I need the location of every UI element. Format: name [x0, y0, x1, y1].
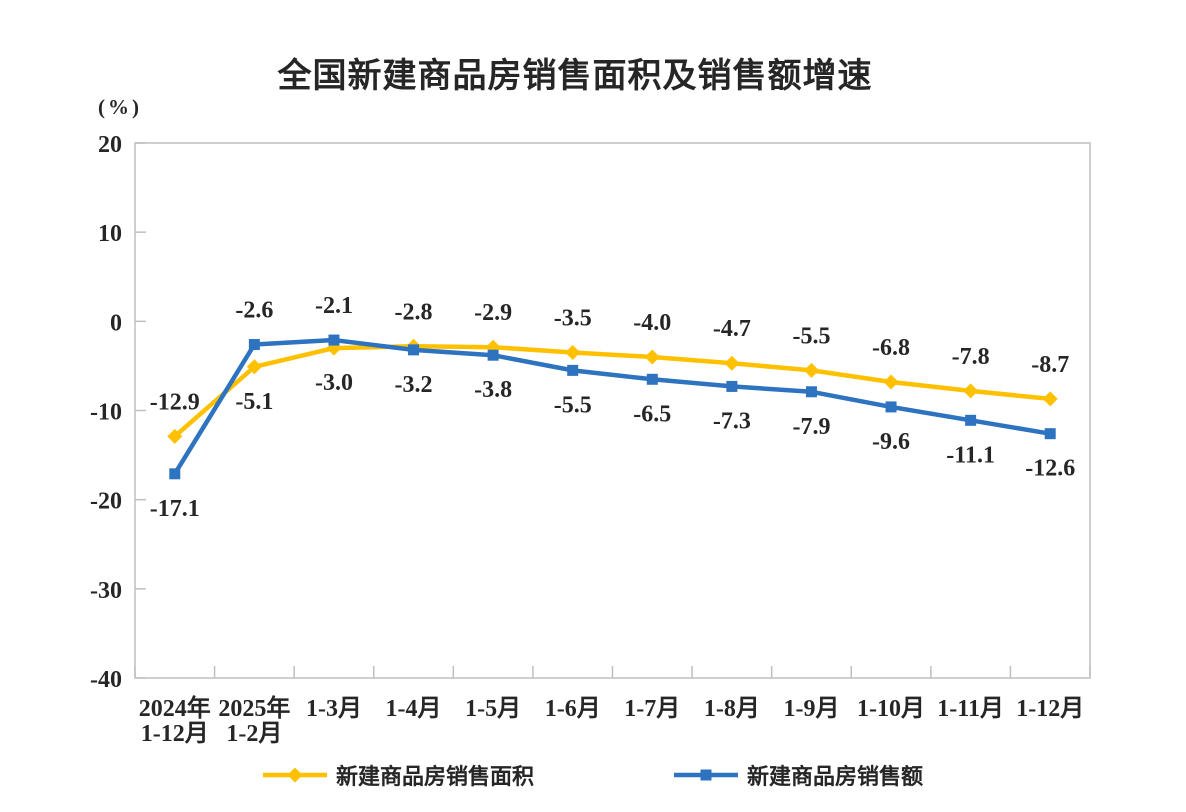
y-tick-label: -40	[90, 667, 122, 693]
data-label: -7.8	[952, 344, 990, 370]
legend-label: 新建商品房销售额	[747, 764, 924, 789]
square-marker	[408, 344, 420, 356]
square-legend-marker-icon	[674, 769, 738, 781]
square-marker	[646, 373, 658, 385]
y-tick-label: -20	[90, 489, 122, 515]
data-label: -6.5	[633, 401, 671, 427]
diamond-legend-marker-icon	[262, 767, 327, 783]
y-tick-label: 10	[98, 221, 122, 247]
y-axis-unit-label: (%)	[98, 95, 142, 119]
data-label: -5.5	[554, 392, 592, 418]
data-label: -3.5	[554, 306, 592, 332]
square-marker	[169, 468, 181, 480]
data-label: -3.0	[315, 370, 353, 396]
square-marker	[567, 364, 579, 376]
x-tick-label: 1-9月	[783, 696, 839, 722]
data-label: -7.9	[792, 414, 830, 440]
data-label: -12.6	[1025, 456, 1075, 482]
diamond-marker	[1042, 391, 1058, 407]
y-tick-label: 20	[98, 132, 122, 158]
legend-item-sales-amount: 新建商品房销售额	[674, 760, 923, 790]
diamond-marker	[724, 355, 740, 371]
legend-label: 新建商品房销售面积	[335, 764, 534, 789]
square-marker	[487, 349, 499, 361]
data-label: -3.2	[395, 372, 433, 398]
square-marker	[885, 401, 897, 413]
data-label: -6.8	[872, 335, 910, 361]
data-label: -2.8	[395, 299, 433, 325]
y-tick-label: -10	[90, 400, 122, 426]
y-tick-label: -30	[90, 578, 122, 604]
data-label: -11.1	[946, 442, 995, 468]
diamond-marker	[246, 359, 262, 375]
data-label: -7.3	[713, 408, 751, 434]
data-label: -8.7	[1031, 352, 1069, 378]
x-tick-label: 1-7月	[624, 696, 680, 722]
diamond-marker	[167, 428, 183, 444]
diamond-marker	[565, 345, 581, 361]
x-tick-label: 1-11月	[937, 696, 1004, 722]
legend: 新建商品房销售面积 新建商品房销售额	[13, 760, 1173, 790]
diamond-marker	[644, 349, 660, 365]
data-label: -9.6	[872, 429, 910, 455]
square-marker	[965, 414, 977, 426]
chart-title: 全国新建商品房销售面积及销售额增速	[277, 57, 873, 95]
series-line-sales-area	[173, 344, 1051, 439]
diamond-icon	[287, 767, 303, 783]
x-tick-label: 1-8月	[704, 696, 760, 722]
x-tick-label: 2024年 1-12月	[139, 694, 211, 747]
data-label: -2.1	[315, 293, 353, 319]
x-tick-label: 1-5月	[465, 696, 521, 722]
data-label: -12.9	[150, 389, 200, 415]
x-tick-label: 2025年 1-2月	[218, 694, 290, 747]
data-label: -17.1	[150, 496, 200, 522]
square-icon	[700, 769, 712, 781]
x-tick-label: 1-10月	[857, 696, 925, 722]
x-tick-label: 1-12月	[1016, 696, 1084, 722]
data-label: -3.8	[474, 377, 512, 403]
square-marker	[1044, 428, 1056, 440]
data-label: -2.6	[235, 298, 273, 324]
y-tick-label: 0	[110, 310, 122, 336]
data-label: -5.5	[792, 323, 830, 349]
square-marker	[726, 380, 738, 392]
x-tick-label: 1-3月	[306, 696, 362, 722]
data-label: -4.0	[633, 310, 671, 336]
data-label: -5.1	[235, 389, 273, 415]
data-label: -2.9	[474, 300, 512, 326]
series-line-sales-amount	[172, 337, 1051, 475]
square-marker	[248, 339, 260, 351]
square-marker	[805, 386, 817, 398]
plot-border	[134, 142, 1091, 679]
x-tick-label: 1-4月	[386, 696, 442, 722]
diamond-marker	[963, 383, 979, 399]
legend-item-sales-area: 新建商品房销售面积	[262, 760, 534, 790]
diamond-marker	[883, 374, 899, 390]
diamond-marker	[803, 362, 819, 378]
square-marker	[328, 334, 340, 346]
x-tick-label: 1-6月	[545, 696, 601, 722]
data-label: -4.7	[713, 316, 751, 342]
